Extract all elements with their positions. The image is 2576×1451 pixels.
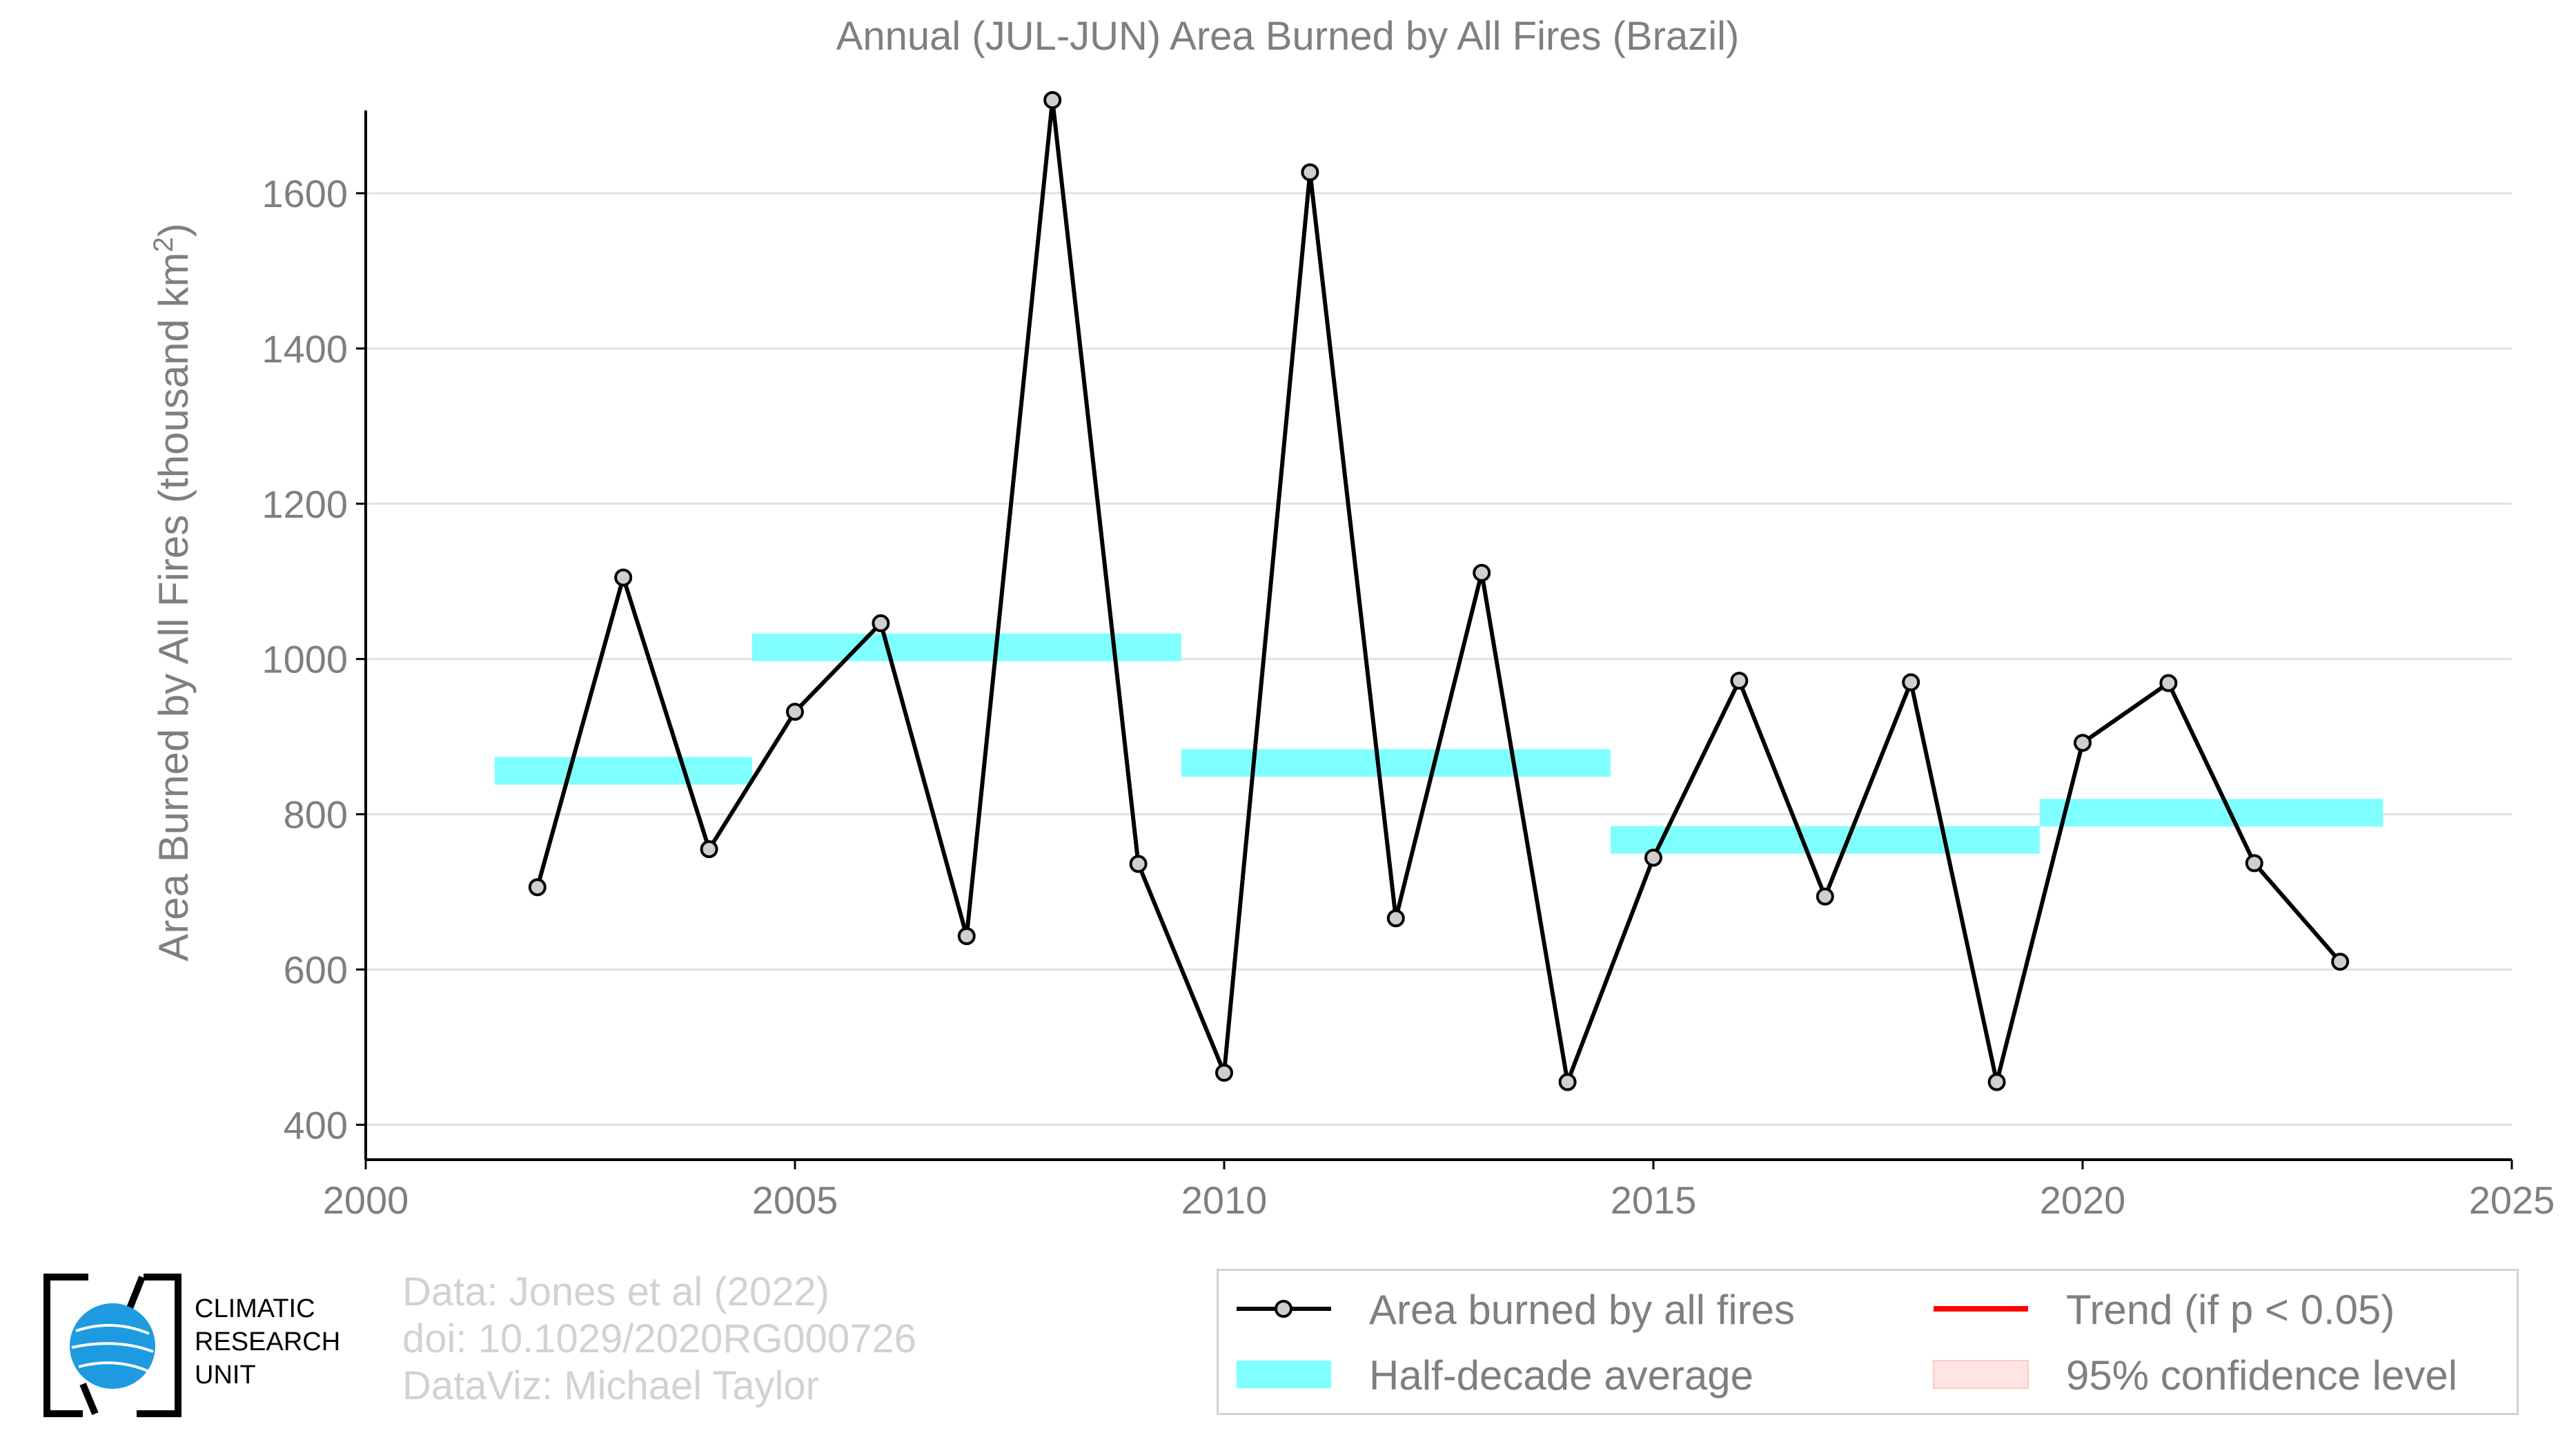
y-tick-label-1600: 1600 <box>262 172 348 215</box>
legend-marker-swatch <box>1276 1301 1291 1316</box>
y-tick-label-400: 400 <box>284 1103 348 1147</box>
legend: Area burned by all fires Half-decade ave… <box>1217 1269 2519 1415</box>
data-point-2018 <box>1903 674 1918 690</box>
half-decade-bar-3 <box>1181 749 1611 777</box>
y-axis-label: Area Burned by All Fires (thousand km2) <box>148 223 197 961</box>
data-point-2016 <box>1731 673 1747 688</box>
chart-title: Annual (JUL-JUN) Area Burned by All Fire… <box>836 14 1740 59</box>
credit-doi: doi: 10.1029/2020RG000726 <box>402 1316 916 1363</box>
logo-line-2: RESEARCH <box>195 1325 340 1359</box>
half-decade-bar-4 <box>1611 826 2040 854</box>
series-line <box>538 100 2340 1082</box>
data-point-2023 <box>2332 954 2348 969</box>
data-point-2011 <box>1302 165 1317 180</box>
data-point-2006 <box>873 616 888 631</box>
credit-data: Data: Jones et al (2022) <box>402 1269 916 1316</box>
data-point-2014 <box>1560 1075 1575 1090</box>
data-point-2017 <box>1818 889 1833 904</box>
y-tick-label-1200: 1200 <box>262 483 348 526</box>
x-tick-label-2005: 2005 <box>752 1178 838 1222</box>
data-point-2012 <box>1388 910 1404 926</box>
data-point-2020 <box>2075 735 2090 750</box>
data-point-2010 <box>1217 1065 1232 1080</box>
gridlines <box>366 193 2512 1124</box>
y-tick-label-800: 800 <box>284 793 348 837</box>
x-tick-label-2010: 2010 <box>1181 1178 1268 1222</box>
data-point-2007 <box>959 928 974 944</box>
x-tick-labels: 2000 2005 2010 2015 2020 2025 <box>323 1178 2555 1222</box>
y-tick-label-600: 600 <box>284 948 348 991</box>
data-point-2019 <box>1989 1075 2005 1090</box>
x-tick-label-2020: 2020 <box>2040 1178 2126 1222</box>
y-tick-label-1000: 1000 <box>262 638 348 681</box>
legend-label-area: Area burned by all fires <box>1369 1286 1795 1334</box>
x-tick-label-2000: 2000 <box>323 1178 409 1222</box>
data-point-2003 <box>616 570 631 585</box>
data-point-2021 <box>2161 676 2176 691</box>
data-point-2009 <box>1131 857 1146 872</box>
y-tick-label-1400: 1400 <box>262 327 348 371</box>
legend-half-decade-swatch <box>1237 1361 1331 1388</box>
data-point-2015 <box>1646 850 1661 866</box>
data-point-2002 <box>530 879 545 895</box>
legend-label-trend: Trend (if p < 0.05) <box>2066 1286 2395 1334</box>
legend-label-half-decade: Half-decade average <box>1369 1352 1753 1399</box>
data-point-2013 <box>1474 565 1489 581</box>
axes <box>356 110 2512 1169</box>
credits: Data: Jones et al (2022) doi: 10.1029/20… <box>402 1269 916 1410</box>
logo-text: CLIMATIC RESEARCH UNIT <box>195 1292 340 1392</box>
data-point-2004 <box>702 841 717 857</box>
half-decade-bar-5 <box>2040 799 2383 826</box>
legend-label-ci: 95% confidence level <box>2066 1352 2457 1399</box>
y-tick-labels: 400 600 800 1000 1200 1400 1600 <box>262 172 348 1147</box>
data-point-2008 <box>1045 92 1060 108</box>
x-tick-label-2015: 2015 <box>1611 1178 1697 1222</box>
half-decade-bar-1 <box>495 757 752 785</box>
logo-line-3: UNIT <box>195 1359 340 1392</box>
legend-ci-swatch <box>1934 1361 2028 1388</box>
x-tick-label-2025: 2025 <box>2469 1178 2555 1222</box>
data-point-2022 <box>2247 855 2262 870</box>
credit-dataviz: DataViz: Michael Taylor <box>402 1363 916 1410</box>
logo-line-1: CLIMATIC <box>195 1292 340 1325</box>
data-point-2005 <box>787 704 803 719</box>
series-area-burned <box>530 92 2348 1090</box>
